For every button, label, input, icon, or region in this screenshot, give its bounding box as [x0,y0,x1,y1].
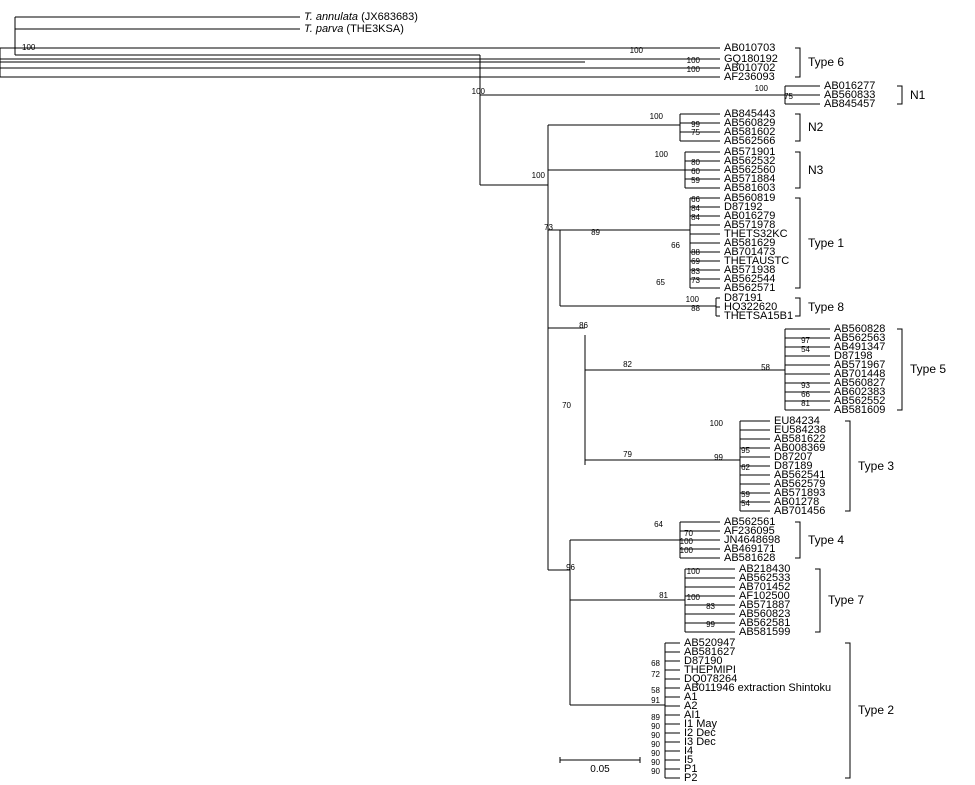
bootstrap-value: 54 [801,345,810,354]
bootstrap-value: 83 [691,267,700,276]
bootstrap-value: 73 [544,223,553,232]
bootstrap-value: 100 [680,546,694,555]
bootstrap-value: 73 [691,276,700,285]
bootstrap-value: 97 [801,336,810,345]
bootstrap-value: 75 [691,128,700,137]
bootstrap-value: 80 [691,158,700,167]
bootstrap-value: 99 [714,453,723,462]
bootstrap-value: 100 [532,171,546,180]
bootstrap-value: 70 [562,401,571,410]
bootstrap-value: 100 [687,567,701,576]
bootstrap-value: 90 [651,749,660,758]
taxon-label: THETSA15B1 [724,310,793,322]
bootstrap-value: 60 [691,167,700,176]
bootstrap-value: 89 [651,713,660,722]
taxon-label: P2 [684,772,697,784]
bootstrap-value: 79 [623,450,632,459]
outgroup-label: T. parva (THE3KSA) [304,23,404,35]
taxon-label: AB011946 extraction Shintoku [684,682,831,694]
bootstrap-value: 90 [651,722,660,731]
clade-label: N3 [808,163,824,177]
bootstrap-value: 84 [691,213,700,222]
bootstrap-value: 90 [651,758,660,767]
bootstrap-value: 90 [651,767,660,776]
clade-label: Type 5 [910,362,946,376]
bootstrap-value: 89 [591,228,600,237]
bootstrap-value: 91 [651,696,660,705]
bootstrap-value: 58 [651,686,660,695]
bootstrap-value: 100 [755,84,769,93]
bootstrap-value: 100 [710,419,724,428]
bootstrap-value: 95 [741,446,750,455]
bootstrap-value: 100 [686,295,700,304]
scale-bar-label: 0.05 [590,764,610,775]
taxon-label: AB581609 [834,404,885,416]
clade-label: Type 2 [858,703,894,717]
bootstrap-value: 81 [659,591,668,600]
bootstrap-value: 83 [706,602,715,611]
clade-label: N1 [910,88,926,102]
bootstrap-value: 100 [687,56,701,65]
bootstrap-value: 59 [741,490,750,499]
bootstrap-value: 69 [691,257,700,266]
taxon-label: AF236093 [724,71,775,83]
bootstrap-value: 65 [656,278,665,287]
bootstrap-value: 100 [687,65,701,74]
clade-label: Type 7 [828,593,864,607]
bootstrap-value: 86 [579,321,588,330]
bootstrap-value: 66 [671,241,680,250]
taxon-label: AB701456 [774,505,825,517]
bootstrap-value: 96 [566,563,575,572]
bootstrap-value: 99 [706,620,715,629]
bootstrap-value: 82 [623,360,632,369]
bootstrap-value: 72 [651,670,660,679]
bootstrap-value: 58 [761,363,770,372]
clade-label: Type 8 [808,300,844,314]
bootstrap-value: 90 [651,731,660,740]
bootstrap-value: 75 [784,92,793,101]
bootstrap-value: 100 [650,112,664,121]
bootstrap-value: 54 [741,499,750,508]
outgroup-label: T. annulata (JX683683) [304,11,418,23]
bootstrap-value: 59 [691,176,700,185]
bootstrap-value: 93 [801,381,810,390]
bootstrap-value: 100 [472,87,486,96]
bootstrap-value: 88 [691,304,700,313]
bootstrap-value: 100 [687,593,701,602]
bootstrap-value: 90 [651,740,660,749]
clade-label: Type 1 [808,236,844,250]
bootstrap-value: 66 [801,390,810,399]
bootstrap-value: 88 [691,248,700,257]
bootstrap-value: 100 [680,537,694,546]
bootstrap-value: 81 [801,399,810,408]
taxon-label: AB845457 [824,98,875,110]
phylogenetic-tree: T. annulata (JX683683)T. parva (THE3KSA)… [0,0,975,785]
bootstrap-value: 66 [691,195,700,204]
clade-label: Type 4 [808,533,844,547]
bootstrap-value: 84 [691,204,700,213]
clade-label: Type 6 [808,55,844,69]
taxon-label: AB581599 [739,626,790,638]
bootstrap-value: 68 [651,659,660,668]
bootstrap-value: 100 [655,150,669,159]
clade-label: Type 3 [858,459,894,473]
bootstrap-value: 62 [741,463,750,472]
bootstrap-value: 100 [630,46,644,55]
clade-label: N2 [808,120,824,134]
bootstrap-value: 64 [654,520,663,529]
